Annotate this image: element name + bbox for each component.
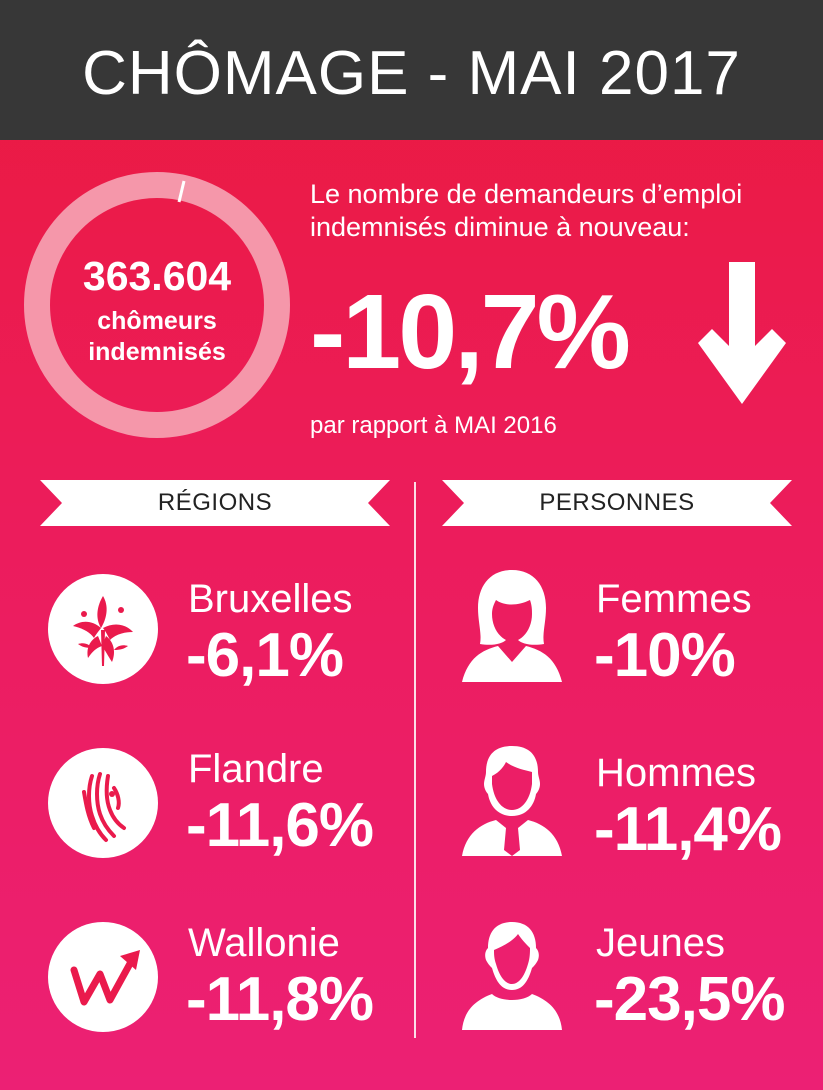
flemish-lion-icon	[48, 748, 158, 858]
ribbon-shape	[442, 480, 792, 526]
total-change: -10,7%	[310, 273, 631, 391]
unemployed-count: 363.604	[82, 253, 232, 299]
region-name-bruxelles: Bruxelles	[188, 577, 353, 621]
arrow-down-icon	[698, 262, 786, 404]
count-label-line1: chômeurs	[97, 307, 217, 335]
donut-ring	[22, 170, 292, 440]
person-name-jeunes: Jeunes	[596, 921, 725, 965]
count-label-line2: indemnisés	[88, 338, 226, 366]
regions-heading: RÉGIONS	[157, 489, 273, 516]
persons-ribbon: PERSONNES	[442, 480, 792, 526]
ring-graphic	[24, 172, 290, 438]
person-name-hommes: Hommes	[596, 751, 757, 795]
region-value-bruxelles: -6,1%	[186, 621, 344, 690]
woman-icon	[462, 570, 562, 682]
region-value-flandre: -11,6%	[186, 791, 374, 860]
regions-ribbon: RÉGIONS	[40, 480, 390, 526]
region-value-wallonie: -11,8%	[186, 965, 374, 1034]
comparison-text: par rapport à MAI 2016	[310, 412, 557, 439]
brussels-iris-icon	[48, 574, 158, 684]
person-value-hommes: -11,4%	[594, 795, 782, 864]
persons-heading: PERSONNES	[539, 489, 695, 516]
page-title: CHÔMAGE - MAI 2017	[82, 39, 741, 108]
young-person-icon	[462, 922, 562, 1030]
header-bar: CHÔMAGE - MAI 2017	[0, 0, 823, 140]
ribbon-shape	[40, 480, 390, 526]
person-value-jeunes: -23,5%	[594, 965, 785, 1034]
intro-text: Le nombre de demandeurs d’emploi indemni…	[310, 178, 815, 244]
region-name-flandre: Flandre	[188, 747, 324, 791]
wallonia-w-icon	[48, 922, 158, 1032]
unemployed-label: chômeurs indemnisés	[22, 306, 292, 368]
man-icon	[462, 746, 562, 856]
person-value-femmes: -10%	[594, 621, 736, 690]
intro-line1: Le nombre de demandeurs d’emploi	[310, 179, 743, 209]
region-name-wallonie: Wallonie	[188, 921, 340, 965]
intro-line2: indemnisés diminue à nouveau:	[310, 212, 690, 242]
column-divider	[414, 482, 416, 1038]
person-name-femmes: Femmes	[596, 577, 752, 621]
